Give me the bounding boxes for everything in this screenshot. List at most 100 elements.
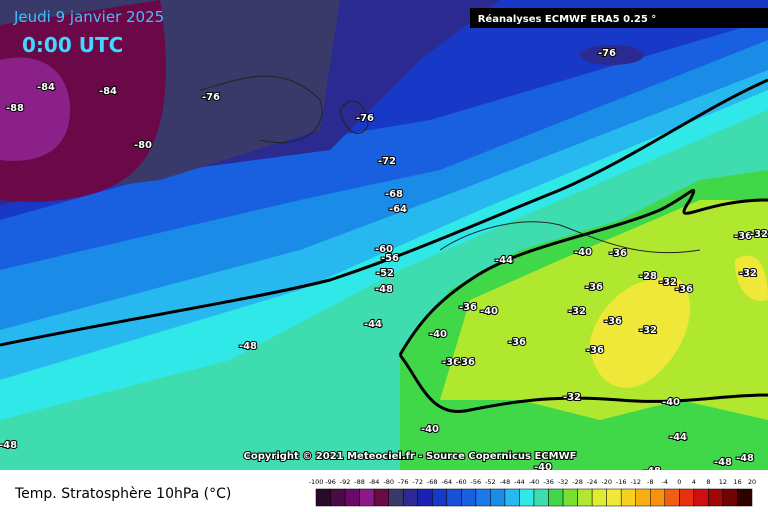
legend-label: -56 [471,478,482,486]
contour-label: -40 [574,247,592,258]
legend-swatch [693,488,709,507]
legend-swatch [475,488,491,507]
contour-label: -64 [389,204,407,215]
footer-title: Temp. Stratosphère 10hPa (°C) [14,486,231,502]
legend-label: 8 [706,478,710,486]
legend-label: 16 [733,478,741,486]
contour-label: -36 [604,316,622,327]
legend-swatch [548,488,564,507]
legend-swatch [490,488,506,507]
legend-swatch [562,488,578,507]
contour-label: -32 [750,229,768,240]
legend-label: -4 [662,478,668,486]
legend-swatch [402,488,418,507]
legend-swatch [620,488,636,507]
legend-swatch [417,488,433,507]
contour-label: -76 [356,113,374,124]
legend-label: -36 [543,478,554,486]
legend-label: -12 [630,478,641,486]
contour-label: -44 [669,432,687,443]
contour-label: -48 [239,341,257,352]
contour-label: -28 [639,271,657,282]
legend-label: -20 [601,478,612,486]
legend-label: -100 [309,478,324,486]
contour-label: -48 [714,457,732,468]
legend-label: -64 [441,478,452,486]
contour-label: -40 [662,397,680,408]
legend-swatch [432,488,448,507]
legend-label: 12 [719,478,727,486]
contour-label: -32 [659,277,677,288]
legend-swatch [722,488,738,507]
legend-swatch [359,488,375,507]
legend-label: -96 [325,478,336,486]
legend-swatch [591,488,607,507]
contour-label: -44 [364,319,382,330]
contour-label: -48 [0,440,17,451]
legend-swatch [388,488,404,507]
legend-label: -72 [412,478,423,486]
time-label: 0:00 UTC [22,33,123,57]
legend-swatch [664,488,680,507]
legend-swatch [344,488,360,507]
warm-patch [735,255,768,301]
legend-swatch [373,488,389,507]
contour-label: -40 [421,424,439,435]
contour-label: -40 [480,306,498,317]
contour-label: -48 [375,284,393,295]
contour-label: -36 [675,284,693,295]
legend-label: -28 [572,478,583,486]
contour-label: -52 [376,268,394,279]
legend-label: -24 [587,478,598,486]
legend-label: -76 [398,478,409,486]
legend-label: -52 [485,478,496,486]
legend-label: 20 [748,478,756,486]
thick-contour [0,78,768,347]
legend-label: -16 [616,478,627,486]
contour-label: -36 [585,282,603,293]
contour-label: -84 [37,82,55,93]
legend-swatch [577,488,593,507]
copyright: Copyright © 2021 Meteociel.fr - Source C… [244,451,577,462]
legend-swatch [519,488,535,507]
legend-label: -88 [354,478,365,486]
contour-label: -36 [734,231,752,242]
legend-label: 4 [692,478,696,486]
contour-label: -88 [6,103,24,114]
legend-swatch [635,488,651,507]
legend-label: -84 [369,478,380,486]
contour-label: -76 [598,48,616,59]
contour-label: -68 [385,189,403,200]
thick-contour [398,188,768,414]
legend-swatch [461,488,477,507]
legend-label: -92 [340,478,351,486]
legend-swatch [533,488,549,507]
contour-label: -76 [202,92,220,103]
contour-label: -36 [442,357,460,368]
contour-label: -36 [459,302,477,313]
legend-label: -68 [427,478,438,486]
legend-swatch [606,488,622,507]
temp-band [440,200,768,420]
contour-label: -60 [375,244,393,255]
contour-label: -84 [99,86,117,97]
color-legend: -100 -96 -92 -88 -84 -80 -76 -72 -68 -64 -60 -56 -52… [309,478,756,507]
legend-swatch [504,488,520,507]
contour-label: -36 [508,337,526,348]
source-box [470,8,768,28]
legend-swatch [679,488,695,507]
cold-core [0,57,70,161]
contour-label: -44 [495,255,513,266]
legend-label: -40 [529,478,540,486]
legend-swatch [650,488,666,507]
contour-label: -48 [736,453,754,464]
legend-label: -44 [514,478,525,486]
contour-label: -80 [134,140,152,151]
legend-label: 0 [677,478,681,486]
date-label: Jeudi 9 janvier 2025 [13,8,164,26]
legend-label: -48 [500,478,511,486]
coastline [199,75,701,254]
legend-swatch [315,488,331,507]
